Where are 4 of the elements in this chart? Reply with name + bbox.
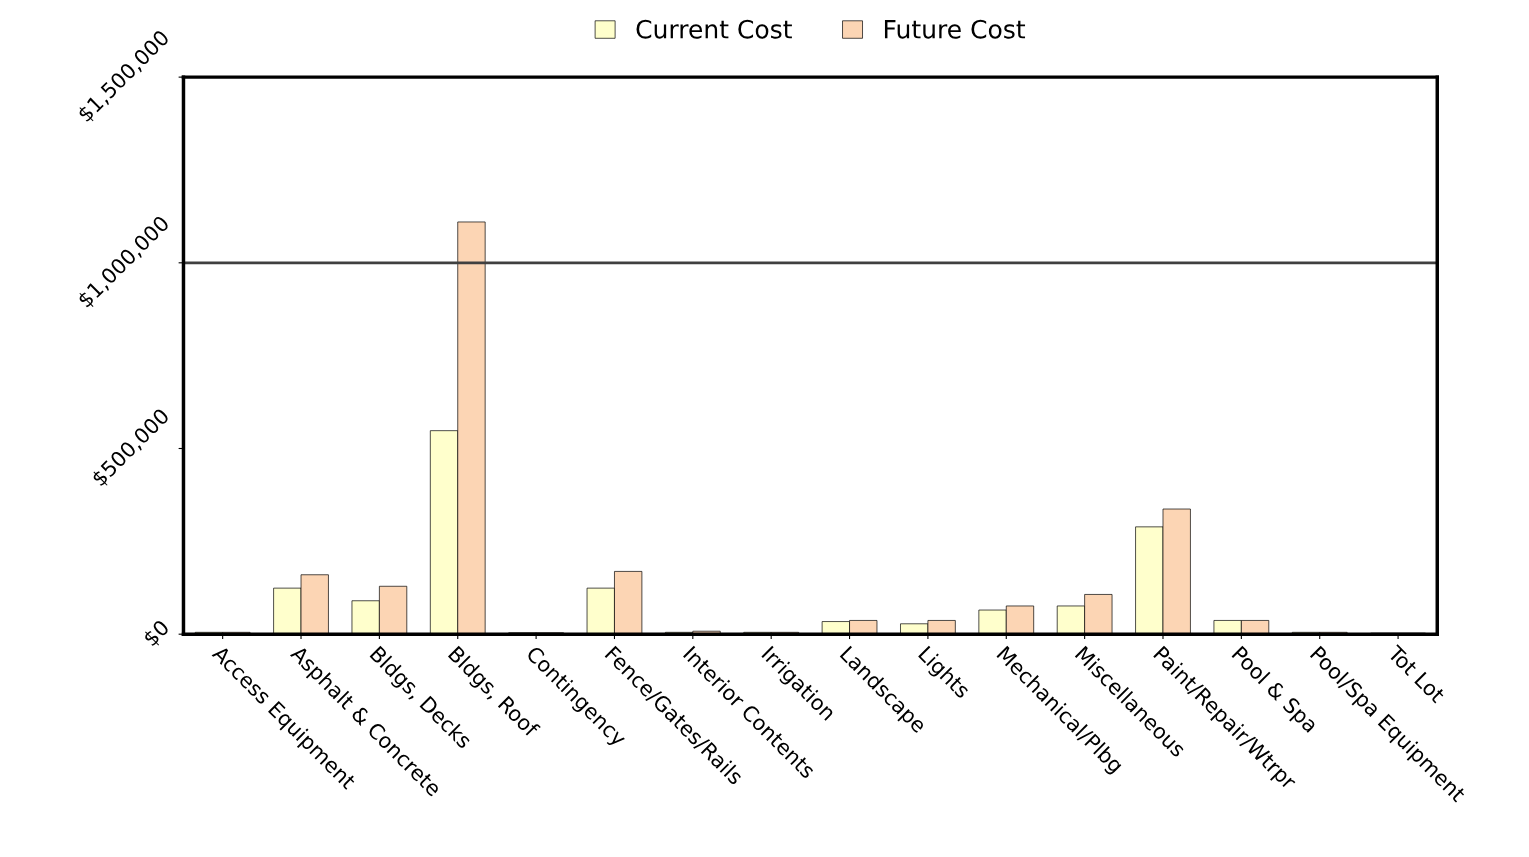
x-tick-label: Tot Lot	[1386, 644, 1446, 704]
legend-label: Future Cost	[884, 19, 1026, 39]
y-tick-label: $0	[141, 618, 172, 649]
legend-label: Current Cost	[636, 19, 792, 39]
